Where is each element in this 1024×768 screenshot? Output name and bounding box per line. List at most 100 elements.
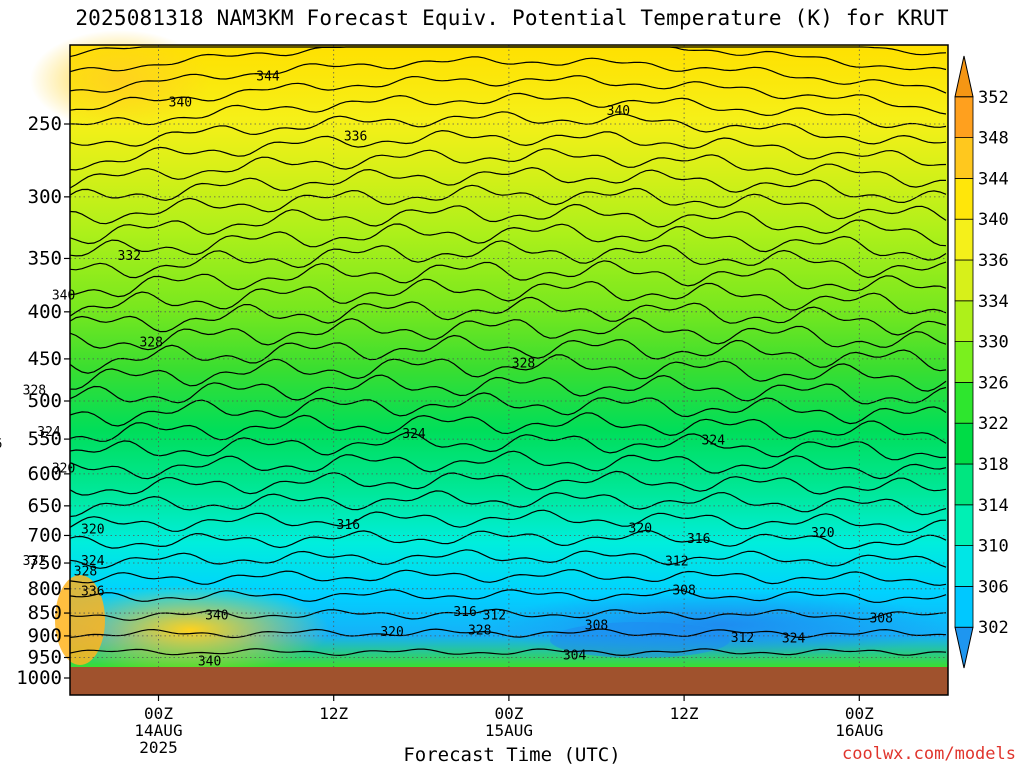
- contour-label-28: 316: [453, 605, 476, 620]
- x-tick-label-24-1: 15AUG: [485, 721, 533, 740]
- contour-label-35: 324: [782, 632, 806, 647]
- contour-label-6: 328: [139, 336, 162, 351]
- colorbar-swatch-11: [954, 177, 974, 220]
- contour-line: [69, 412, 947, 444]
- contour-line: [69, 129, 947, 171]
- contour-label-8: 328: [23, 383, 46, 398]
- x-tick-label-24-0: 00Z: [494, 704, 523, 723]
- contour-label-34: 312: [731, 631, 754, 646]
- contour-label-3: 336: [344, 130, 367, 145]
- contour-line: [69, 354, 947, 392]
- contour-label-22: 312: [665, 554, 688, 569]
- contour-line: [69, 569, 947, 586]
- contour-label-26: 308: [672, 583, 695, 598]
- x-tick-label-0-1: 14AUG: [134, 721, 182, 740]
- colorbar-label-352: 352: [978, 88, 1009, 108]
- y-tick-label-650: 650: [28, 495, 62, 517]
- x-tick-label-36-0: 12Z: [670, 704, 699, 723]
- contour-labels: 344 340 340 336 332 340 328 328 328 324 324 324 336 3…: [0, 70, 893, 670]
- contour-line: [69, 374, 947, 405]
- contour-line: [69, 111, 947, 147]
- contour-line: [69, 648, 947, 657]
- colorbar-swatch-6: [954, 381, 974, 424]
- contour-label-14: 320: [81, 523, 104, 538]
- contour-line: [69, 260, 947, 298]
- contour-label-29: 312: [483, 608, 506, 623]
- colorbar-label-336: 336: [978, 251, 1009, 271]
- contour-line: [69, 334, 947, 374]
- contour-line: [69, 184, 947, 225]
- contour-label-2: 340: [607, 104, 630, 119]
- chart-title: 2025081318 NAM3KM Forecast Equiv. Potent…: [75, 6, 949, 30]
- y-tick-label-500: 500: [28, 390, 62, 412]
- y-tick-label-750: 750: [28, 552, 62, 574]
- y-tick-label-700: 700: [28, 524, 62, 546]
- colorbar-label-318: 318: [978, 455, 1009, 475]
- contour-line: [69, 240, 947, 279]
- contour-line: [69, 470, 947, 496]
- contour-line: [69, 509, 947, 534]
- contour-line: [69, 490, 947, 518]
- contour-label-31: 308: [869, 612, 892, 627]
- colorbar-label-340: 340: [978, 210, 1009, 230]
- contour-label-15: 316: [337, 518, 360, 533]
- y-tick-label-250: 250: [28, 113, 62, 135]
- contour-line: [69, 317, 947, 351]
- contour-label-12: 336: [0, 437, 2, 452]
- colorbar-swatch-4: [954, 463, 974, 506]
- contour-label-25: 336: [81, 584, 104, 599]
- contour-label-1: 340: [169, 96, 192, 111]
- contour-line: [69, 166, 947, 204]
- colorbar-swatch-7: [954, 341, 974, 383]
- colorbar-label-306: 306: [978, 577, 1009, 597]
- y-tick-label-950: 950: [28, 647, 62, 669]
- ground-surface: [70, 667, 948, 695]
- contour-label-30: 308: [585, 619, 608, 634]
- colorbar: 302 306 310 314 318 322 326 330 334 336 340 344 348 3…: [954, 55, 1009, 669]
- warm-anomaly-surface-left: [55, 575, 105, 665]
- y-tick-label-800: 800: [28, 578, 62, 600]
- contour-label-36: 304: [563, 648, 587, 663]
- contour-label-33: 328: [468, 624, 491, 639]
- y-tick-label-550: 550: [28, 428, 62, 450]
- contour-label-9: 324: [37, 425, 61, 440]
- x-tick-label-48-0: 00Z: [845, 704, 874, 723]
- contour-line: [69, 608, 947, 621]
- y-tick-label-400: 400: [28, 301, 62, 323]
- contour-label-37: 340: [198, 654, 221, 669]
- contour-line: [69, 296, 947, 336]
- contour-label-4: 332: [118, 249, 141, 264]
- x-tick-label-0-2: 2025: [139, 738, 178, 757]
- colorbar-label-330: 330: [978, 333, 1009, 353]
- colorbar-swatch-1: [954, 586, 974, 628]
- colorbar-swatch-10: [954, 218, 974, 261]
- contour-line: [69, 75, 947, 115]
- contour-line: [69, 392, 947, 427]
- contour-label-18: 320: [811, 526, 834, 541]
- colorbar-label-314: 314: [978, 496, 1009, 516]
- colorbar-label-348: 348: [978, 129, 1009, 149]
- colorbar-label-310: 310: [978, 537, 1009, 557]
- contour-line: [69, 56, 947, 94]
- watermark: coolwx.com/models: [842, 744, 1016, 764]
- contour-label-0: 344: [256, 70, 280, 85]
- contour-line: [69, 549, 947, 569]
- y-tick-label-900: 900: [28, 625, 62, 647]
- contour-label-7: 328: [512, 356, 535, 371]
- contour-label-11: 324: [702, 434, 726, 449]
- contour-lines: [69, 46, 947, 657]
- y-tick-label-350: 350: [28, 247, 62, 269]
- contour-label-16: 320: [629, 522, 652, 537]
- colorbar-swatch-13: [954, 96, 974, 139]
- contour-label-32: 320: [380, 625, 403, 640]
- contour-line: [69, 278, 947, 317]
- warm-anomaly-lower-left: [50, 585, 330, 675]
- cold-anomaly-center: [550, 622, 730, 658]
- colorbar-swatch-9: [954, 259, 974, 302]
- colorbar-swatch-top: [954, 55, 974, 98]
- colorbar-swatch-12: [954, 137, 974, 179]
- contour-label-10: 324: [402, 427, 426, 442]
- grid-lines: [70, 45, 948, 667]
- y-tick-label-300: 300: [28, 186, 62, 208]
